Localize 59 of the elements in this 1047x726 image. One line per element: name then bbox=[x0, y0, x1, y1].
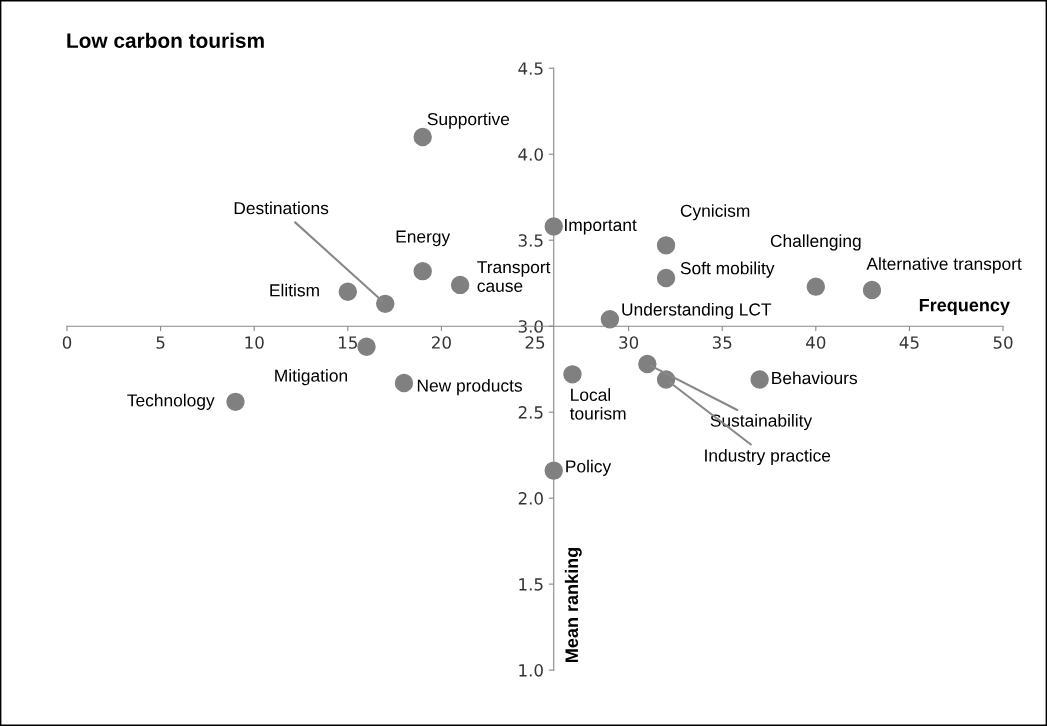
point bbox=[656, 268, 676, 288]
y-tick-label: 3.5 bbox=[518, 234, 543, 247]
y-tick-label: 4.5 bbox=[518, 62, 543, 75]
x-tick-label: 0 bbox=[62, 336, 72, 349]
x-axis-title: Frequency bbox=[919, 298, 1010, 316]
annotation: Energy bbox=[396, 230, 451, 247]
annotation: Mitigation bbox=[275, 369, 347, 386]
point bbox=[450, 275, 470, 295]
annotation: Destinations bbox=[234, 201, 329, 215]
x-tick-label: 5 bbox=[156, 336, 165, 349]
y-tick-label: 1.0 bbox=[519, 664, 543, 677]
annotation: Policy bbox=[566, 459, 612, 476]
x-tick-label: 35 bbox=[712, 336, 732, 349]
annotation: Challenging bbox=[770, 234, 861, 251]
point bbox=[544, 217, 563, 236]
point bbox=[413, 127, 432, 147]
x-tick-label: 15 bbox=[339, 336, 357, 349]
annotation: Transport cause bbox=[477, 261, 551, 292]
annotation: New products bbox=[417, 379, 522, 396]
chart-title: Low carbon tourism bbox=[67, 32, 264, 48]
point bbox=[394, 373, 414, 393]
y-tick-label: 4.0 bbox=[518, 148, 543, 161]
annotation: Elitism bbox=[270, 283, 319, 297]
y-tick-label: 3.0 bbox=[518, 320, 543, 333]
y-tick-label: 1.5 bbox=[519, 578, 543, 591]
annotation: Sustainability bbox=[710, 414, 813, 431]
point bbox=[638, 354, 657, 374]
annotation: Soft mobility bbox=[680, 261, 775, 278]
point bbox=[226, 392, 245, 412]
annotation: Supportive bbox=[427, 112, 510, 129]
x-tick-label: 20 bbox=[432, 336, 451, 349]
annotation: Understanding LCT bbox=[622, 302, 772, 320]
y-tick-label: 2.0 bbox=[518, 492, 543, 505]
y-axis-title: Mean ranking bbox=[564, 547, 582, 662]
point bbox=[357, 337, 376, 357]
point bbox=[862, 280, 882, 300]
point bbox=[750, 370, 769, 389]
point bbox=[600, 310, 620, 329]
annotation: Behaviours bbox=[772, 371, 857, 385]
annotation: Local tourism bbox=[569, 388, 626, 420]
x-tick-label: 30 bbox=[619, 336, 639, 349]
y-tick-label: 2.5 bbox=[518, 406, 543, 419]
point bbox=[544, 461, 563, 480]
point bbox=[656, 236, 676, 255]
x-tick-label: 25 bbox=[525, 336, 545, 349]
point bbox=[806, 277, 826, 296]
point bbox=[376, 294, 395, 314]
point bbox=[338, 282, 358, 301]
annotation: Alternative transport bbox=[866, 257, 1022, 274]
point bbox=[563, 365, 582, 384]
x-tick-label: 50 bbox=[993, 336, 1013, 349]
x-tick-label: 45 bbox=[899, 336, 919, 349]
point bbox=[413, 261, 432, 281]
annotation: Industry practice bbox=[705, 448, 831, 466]
x-tick-label: 40 bbox=[806, 336, 826, 349]
x-tick-label: 10 bbox=[245, 336, 264, 349]
annotation: Important bbox=[565, 218, 637, 235]
annotation: Technology bbox=[127, 393, 215, 410]
annotation: Cynicism bbox=[680, 204, 750, 221]
